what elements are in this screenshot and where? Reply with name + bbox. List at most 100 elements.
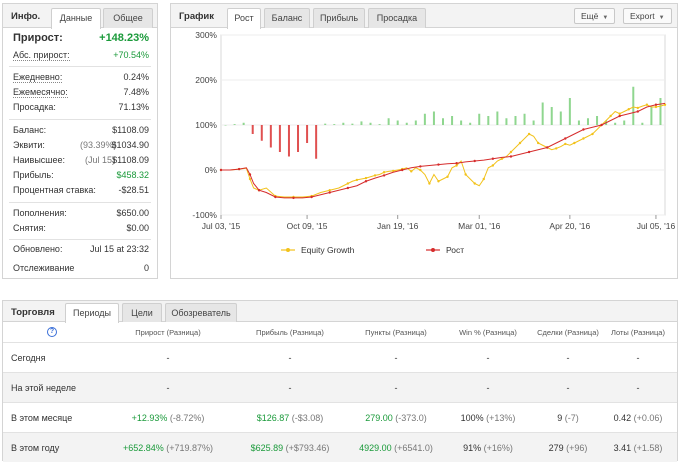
series-point: [654, 103, 658, 106]
legend-label: Рост: [446, 245, 464, 255]
tracking-value: 0: [143, 263, 149, 273]
bar: [478, 113, 481, 125]
column-header-lots[interactable]: Лоты (Разница): [611, 328, 665, 337]
abs-gain-label[interactable]: Абс. прирост:: [13, 50, 70, 61]
chart-lines: [219, 102, 667, 200]
more-menu-button[interactable]: Ещё ▼: [574, 8, 616, 24]
x-tick-label: Jan 19, '16: [377, 221, 419, 231]
bar: [577, 120, 580, 125]
series-point: [509, 150, 513, 154]
tab-balance[interactable]: Баланс: [264, 8, 310, 28]
trading-header: Торговля Периоды Цели Обозреватель: [3, 301, 677, 323]
cell-lots: -: [636, 353, 640, 363]
tab-profit[interactable]: Прибыль: [313, 8, 365, 28]
tab-browser[interactable]: Обозреватель: [165, 303, 237, 322]
equity-pct: (93.39%): [80, 140, 117, 150]
series-point: [364, 180, 368, 183]
series-point: [401, 168, 404, 172]
tracking-label: Отслеживание: [13, 263, 75, 273]
cell-profit: -: [288, 383, 292, 393]
row-label: В этом месяце: [11, 413, 73, 423]
series-point: [518, 141, 522, 145]
series-point: [464, 173, 467, 176]
bar: [414, 120, 417, 125]
drawdown-value: 71.13%: [118, 102, 149, 112]
series-point: [500, 157, 504, 160]
deposits-label: Пополнения:: [13, 208, 67, 218]
series-point: [573, 141, 576, 145]
series-point: [391, 169, 395, 173]
deposits-row: Пополнения: $650.00: [13, 208, 149, 220]
series-line: [221, 104, 666, 198]
series-point: [219, 168, 223, 172]
cell-win: 100% (+13%): [460, 413, 516, 423]
cell-gain: +652.84% (+719.87%): [122, 443, 214, 453]
highest-label: Наивысшее:: [13, 155, 66, 165]
cell-lots: 3.41 (+1.58): [613, 443, 663, 453]
bar: [460, 120, 463, 125]
bar: [487, 116, 490, 125]
daily-label[interactable]: Ежедневно:: [13, 72, 63, 83]
tab-periods[interactable]: Периоды: [65, 303, 119, 323]
divider: [9, 202, 151, 203]
bar: [423, 113, 426, 125]
daily-row: Ежедневно: 0.24%: [13, 72, 149, 84]
series-point: [636, 106, 640, 110]
column-header-gain[interactable]: Прирост (Разница): [135, 328, 201, 337]
tab-goals[interactable]: Цели: [122, 303, 162, 322]
withdrawals-row: Снятия: $0.00: [13, 223, 149, 235]
series-point: [274, 195, 277, 199]
bar: [614, 122, 617, 125]
series-point: [564, 137, 567, 140]
cell-pips: 4929.00 (+6541.0): [359, 443, 433, 453]
tab-growth[interactable]: Рост: [227, 8, 261, 29]
chart-legend: Equity Growth Рост: [281, 245, 464, 255]
legend-marker: [286, 248, 290, 252]
monthly-label[interactable]: Ежемесячно:: [13, 87, 68, 98]
bar: [405, 122, 408, 125]
series-point: [328, 189, 331, 192]
tracking-row: Отслеживание 0: [13, 263, 149, 275]
monthly-value: 7.48%: [123, 87, 149, 97]
series-point: [382, 171, 386, 174]
tab-drawdown[interactable]: Просадка: [368, 8, 426, 28]
bar: [278, 125, 281, 152]
series-point: [654, 105, 658, 109]
tab-general[interactable]: Общее: [103, 8, 153, 28]
cell-gain: -: [166, 383, 170, 393]
column-header-trades[interactable]: Сделки (Разница): [537, 328, 599, 337]
column-header-win[interactable]: Win % (Разница): [459, 328, 517, 337]
column-header-profit[interactable]: Прибыль (Разница): [256, 328, 324, 337]
cell-profit: $126.87 (-$3.08): [256, 413, 324, 423]
bar: [233, 124, 236, 125]
table-header: ? Прирост (Разница) Прибыль (Разница) Пу…: [3, 322, 677, 342]
y-tick-label: 0%: [205, 165, 218, 175]
bar: [559, 111, 562, 125]
cell-lots: -: [636, 383, 640, 393]
cell-win: -: [486, 353, 490, 363]
bar: [550, 107, 553, 125]
x-tick-label: Mar 01, '16: [458, 221, 501, 231]
column-header-pips[interactable]: Пункты (Разница): [365, 328, 427, 337]
bar: [287, 125, 290, 157]
bar: [541, 102, 544, 125]
row-label: На этой неделе: [11, 383, 76, 393]
drawdown-row: Просадка: 71.13%: [13, 102, 149, 114]
bar: [523, 113, 526, 125]
bar: [342, 122, 345, 125]
export-button[interactable]: Export ▼: [623, 8, 672, 24]
series-point: [636, 110, 640, 113]
cell-pips: -: [394, 383, 398, 393]
row-label: Сегодня: [11, 353, 46, 363]
cell-gain: +12.93% (-8.72%): [131, 413, 205, 423]
help-icon[interactable]: ?: [47, 327, 57, 337]
series-point: [248, 177, 252, 181]
tab-data[interactable]: Данные: [51, 8, 101, 29]
cell-pips: 279.00 (-373.0): [365, 413, 427, 423]
series-point: [346, 186, 350, 190]
highest-value: $1108.09: [112, 155, 149, 165]
highest-row: Наивысшее: (Jul 15) $1108.09: [13, 155, 149, 167]
series-point: [437, 163, 440, 166]
equity-label: Эквити:: [13, 140, 45, 150]
bar: [532, 120, 535, 125]
